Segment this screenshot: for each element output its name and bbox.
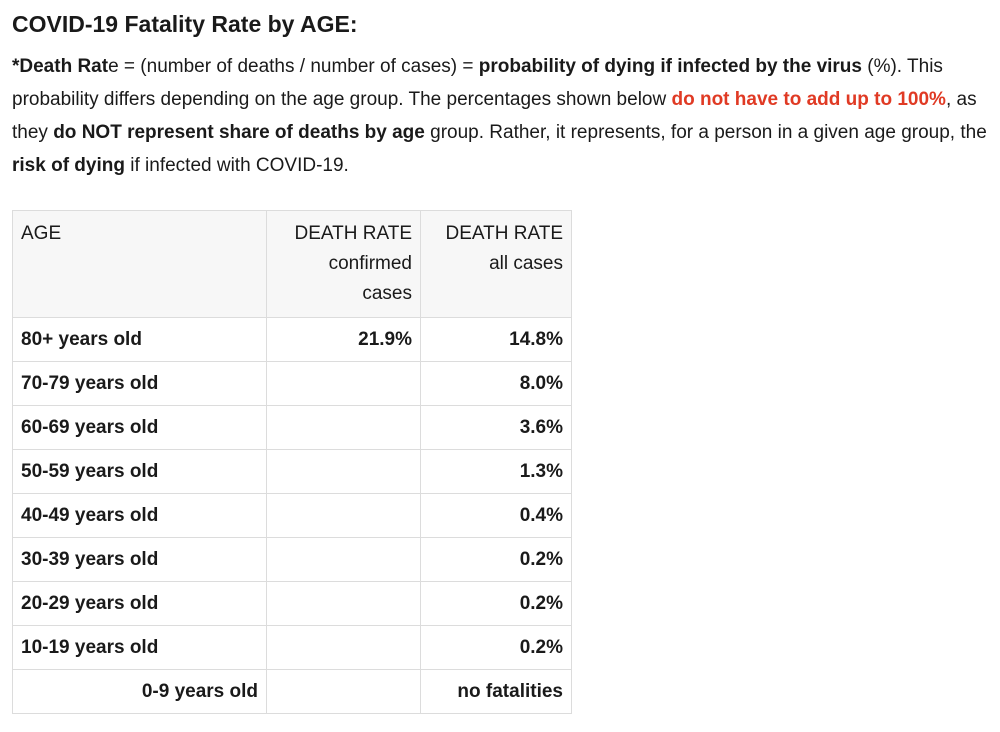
fatality-rate-table: AGE DEATH RATE confirmed cases DEATH RAT… (12, 210, 572, 714)
intro-text: group. Rather, it represents, for a pers… (424, 122, 987, 143)
header-age: AGE (12, 210, 267, 318)
age-cell: 20-29 years old (12, 581, 267, 626)
age-cell: 60-69 years old (12, 405, 267, 450)
confirmed-rate-cell (266, 537, 421, 582)
age-cell: 70-79 years old (12, 361, 267, 406)
confirmed-rate-cell (266, 581, 421, 626)
not-share-of-deaths: do NOT represent share of deaths by age (53, 122, 425, 143)
header-age-label: AGE (21, 223, 62, 244)
all-rate-cell: 14.8% (420, 317, 572, 362)
all-rate-cell: 0.4% (420, 493, 572, 538)
intro-text: , as they (12, 89, 977, 143)
intro-text: e = (number of deaths / number of cases)… (108, 56, 479, 77)
header-label-line: cases (362, 283, 412, 304)
intro-text: if infected with COVID-19. (124, 155, 349, 176)
table-row: 50-59 years old 1.3% (12, 449, 572, 494)
confirmed-rate-cell (266, 669, 421, 714)
age-cell: 80+ years old (12, 317, 267, 362)
intro-text: (%). This probability differs depending … (12, 56, 943, 110)
table-row: 60-69 years old 3.6% (12, 405, 572, 450)
age-cell: 50-59 years old (12, 449, 267, 494)
header-death-rate-confirmed: DEATH RATE confirmed cases (266, 210, 421, 318)
death-rate-term: *Death Rat (12, 56, 109, 77)
confirmed-rate-cell (266, 361, 421, 406)
table-row: 70-79 years old 8.0% (12, 361, 572, 406)
header-death-rate-all: DEATH RATE all cases (420, 210, 572, 318)
age-cell: 30-39 years old (12, 537, 267, 582)
page-content: COVID-19 Fatality Rate by AGE: *Death Ra… (12, 11, 988, 714)
all-rate-cell: 0.2% (420, 537, 572, 582)
probability-definition: probability of dying if infected by the … (478, 56, 862, 77)
confirmed-rate-cell: 21.9% (266, 317, 421, 362)
all-rate-cell: 1.3% (420, 449, 572, 494)
risk-of-dying: risk of dying (12, 155, 125, 176)
intro-paragraph: *Death Rate = (number of deaths / number… (12, 50, 988, 182)
all-rate-cell: 8.0% (420, 361, 572, 406)
all-rate-cell: no fatalities (420, 669, 572, 714)
confirmed-rate-cell (266, 625, 421, 670)
table-row: 10-19 years old 0.2% (12, 625, 572, 670)
confirmed-rate-cell (266, 493, 421, 538)
page-title: COVID-19 Fatality Rate by AGE: (12, 11, 358, 37)
age-cell: 10-19 years old (12, 625, 267, 670)
all-rate-cell: 0.2% (420, 625, 572, 670)
table-row: 80+ years old 21.9% 14.8% (12, 317, 572, 362)
all-rate-cell: 3.6% (420, 405, 572, 450)
confirmed-rate-cell (266, 405, 421, 450)
age-cell: 40-49 years old (12, 493, 267, 538)
header-label-line: confirmed (328, 253, 412, 274)
header-label-line: all cases (489, 253, 563, 274)
header-label-line: DEATH RATE (294, 223, 412, 244)
confirmed-rate-cell (266, 449, 421, 494)
age-cell: 0-9 years old (12, 669, 267, 714)
table-row: 40-49 years old 0.4% (12, 493, 572, 538)
all-rate-cell: 0.2% (420, 581, 572, 626)
table-row: 0-9 years old no fatalities (12, 669, 572, 714)
highlight-not-add-up: do not have to add up to 100% (671, 89, 946, 110)
table-row: 20-29 years old 0.2% (12, 581, 572, 626)
table-header-row: AGE DEATH RATE confirmed cases DEATH RAT… (12, 210, 572, 318)
table-row: 30-39 years old 0.2% (12, 537, 572, 582)
header-label-line: DEATH RATE (445, 223, 563, 244)
